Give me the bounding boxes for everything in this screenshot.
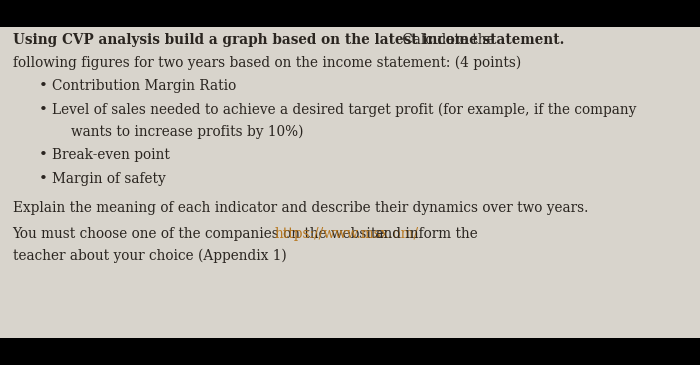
Text: Calculate the: Calculate the [398,33,494,47]
Text: and inform the: and inform the [371,227,477,241]
Text: following figures for two years based on the income statement: (4 points): following figures for two years based on… [13,55,521,70]
Text: Margin of safety: Margin of safety [52,172,167,186]
Text: •: • [38,103,48,117]
Text: •: • [38,148,48,162]
Text: Using CVP analysis build a graph based on the latest income statement.: Using CVP analysis build a graph based o… [13,33,564,47]
Text: https://www.msx.om/: https://www.msx.om/ [274,227,419,241]
Text: •: • [38,79,48,93]
Text: teacher about your choice (Appendix 1): teacher about your choice (Appendix 1) [13,249,286,263]
Text: Explain the meaning of each indicator and describe their dynamics over two years: Explain the meaning of each indicator an… [13,201,588,215]
Text: Level of sales needed to achieve a desired target profit (for example, if the co: Level of sales needed to achieve a desir… [52,103,637,117]
Text: You must choose one of the companies on the website: You must choose one of the companies on … [13,227,389,241]
Text: Contribution Margin Ratio: Contribution Margin Ratio [52,79,237,93]
Text: Break-even point: Break-even point [52,148,170,162]
Text: •: • [38,172,48,186]
Text: wants to increase profits by 10%): wants to increase profits by 10%) [71,124,304,139]
